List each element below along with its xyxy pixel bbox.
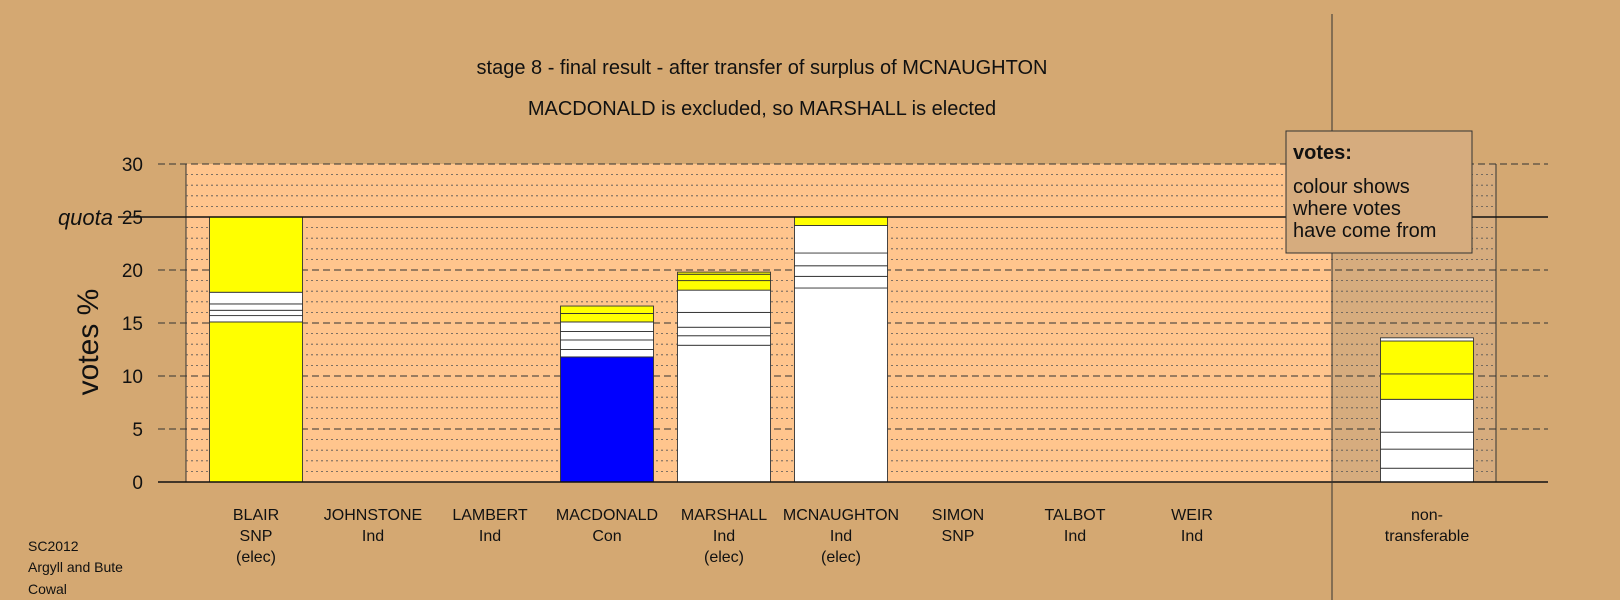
category-label-line: MARSHALL xyxy=(681,507,767,524)
footer: SC2012 Argyll and Bute Cowal xyxy=(28,538,123,597)
bar-segment xyxy=(794,216,888,226)
category-label-line: Ind xyxy=(362,528,384,545)
category-label-line: LAMBERT xyxy=(452,507,528,524)
category-label-line: Ind xyxy=(713,528,735,545)
bar-segment xyxy=(209,309,303,317)
chart-subtitle: MACDONALD is excluded, so MARSHALL is el… xyxy=(528,98,996,120)
footer-line-2: Argyll and Bute xyxy=(28,559,123,575)
bar-segment xyxy=(1380,340,1474,375)
category-label-line: transferable xyxy=(1385,528,1470,545)
category-label: MCNAUGHTON Ind (elec) xyxy=(783,507,899,566)
bar-segment xyxy=(560,313,654,323)
bar-segment xyxy=(677,344,771,483)
legend: votes: colour shows where votes have com… xyxy=(1285,130,1473,254)
y-tick-label: 20 xyxy=(122,261,143,282)
category-label-line: (elec) xyxy=(236,549,276,566)
category-label: MARSHALL Ind (elec) xyxy=(681,507,767,566)
bar-segment xyxy=(209,303,303,311)
bar-segment xyxy=(677,326,771,337)
y-tick-label: 5 xyxy=(132,420,143,441)
bar-segment xyxy=(794,225,888,254)
legend-line-1: colour shows xyxy=(1293,176,1410,198)
bar-segment xyxy=(677,335,771,346)
bar-segment xyxy=(209,291,303,305)
legend-box xyxy=(1285,130,1473,254)
bar-1 xyxy=(209,216,303,483)
bar-6 xyxy=(794,216,888,483)
category-label-line: (elec) xyxy=(704,549,744,566)
y-tick-label: 15 xyxy=(122,314,143,335)
category-label-line: BLAIR xyxy=(233,507,279,524)
bar-segment xyxy=(209,216,303,293)
bar-segment xyxy=(560,305,654,314)
category-label-line: WEIR xyxy=(1171,507,1213,524)
bar-4 xyxy=(560,305,654,483)
bar-segment xyxy=(1380,398,1474,433)
bar-segment xyxy=(560,321,654,332)
category-label-line: MCNAUGHTON xyxy=(783,507,899,524)
bar-segment xyxy=(794,265,888,277)
y-tick-labels: 0 5 10 15 20 25 30 xyxy=(122,155,143,494)
bar-segment xyxy=(560,356,654,483)
bar-segment xyxy=(794,252,888,267)
category-label: non-transferable xyxy=(1385,507,1470,545)
bar-segment xyxy=(1380,467,1474,483)
bar-segment xyxy=(677,273,771,282)
category-label: SIMON SNP xyxy=(932,507,984,545)
bar-5 xyxy=(677,271,771,483)
category-labels: BLAIR SNP (elec) JOHNSTONE Ind LAMBERT Ind MACD… xyxy=(233,507,1469,566)
category-label: BLAIR SNP (elec) xyxy=(233,507,279,566)
bar-segment xyxy=(560,331,654,341)
bar-segment xyxy=(1380,448,1474,469)
bar-segment xyxy=(560,349,654,358)
category-label-line: SIMON xyxy=(932,507,984,524)
category-label-line: SNP xyxy=(240,528,273,545)
bar-segment xyxy=(1380,337,1474,342)
bar-segment xyxy=(209,315,303,323)
bar-segment xyxy=(677,271,771,275)
bar-segment xyxy=(794,275,888,289)
bar-10 xyxy=(1380,337,1474,483)
y-tick-label: 30 xyxy=(122,155,143,176)
footer-line-3: Cowal xyxy=(28,581,67,597)
bar-segment xyxy=(794,287,888,483)
bar-segment xyxy=(1380,431,1474,450)
category-label: LAMBERT Ind xyxy=(452,507,528,545)
category-label-line: (elec) xyxy=(821,549,861,566)
category-label-line: Ind xyxy=(1181,528,1203,545)
bar-segment xyxy=(209,321,303,483)
category-label-line: non- xyxy=(1411,507,1443,524)
legend-line-2: where votes xyxy=(1292,198,1401,220)
footer-line-1: SC2012 xyxy=(28,538,79,554)
category-label-line: Ind xyxy=(479,528,501,545)
bar-segment xyxy=(677,280,771,291)
chart-title: stage 8 - final result - after transfer … xyxy=(477,57,1048,79)
category-label: WEIR Ind xyxy=(1171,507,1213,545)
bar-segment xyxy=(1380,373,1474,400)
y-tick-label: 25 xyxy=(122,208,143,229)
category-label-line: SNP xyxy=(942,528,975,545)
category-label-line: Ind xyxy=(830,528,852,545)
quota-label: quota xyxy=(58,205,113,230)
category-label-line: Ind xyxy=(1064,528,1086,545)
category-label: JOHNSTONE Ind xyxy=(324,507,422,545)
y-axis-label: votes % xyxy=(72,289,105,396)
bars xyxy=(209,216,1474,483)
category-label-line: MACDONALD xyxy=(556,507,658,524)
category-label-line: Con xyxy=(592,528,621,545)
y-tick-label: 10 xyxy=(122,367,143,388)
y-tick-label: 0 xyxy=(132,473,143,494)
legend-title: votes: xyxy=(1293,142,1352,164)
category-label: MACDONALD Con xyxy=(556,507,658,545)
category-label-line: TALBOT xyxy=(1044,507,1105,524)
bar-segment xyxy=(560,339,654,350)
category-label: TALBOT Ind xyxy=(1044,507,1105,545)
bar-segment xyxy=(677,311,771,328)
legend-line-3: have come from xyxy=(1293,220,1436,242)
category-label-line: JOHNSTONE xyxy=(324,507,422,524)
bar-segment xyxy=(677,289,771,313)
